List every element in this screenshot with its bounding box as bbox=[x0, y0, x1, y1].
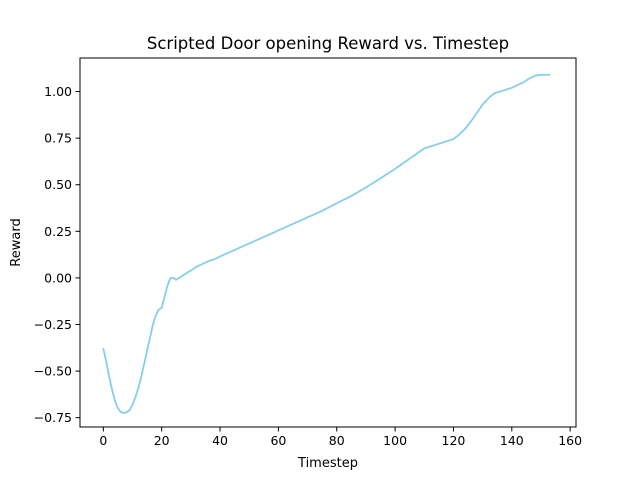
y-tick-label: 0.75 bbox=[44, 131, 72, 146]
x-tick-label: 160 bbox=[558, 433, 582, 448]
x-tick-label: 40 bbox=[212, 433, 228, 448]
y-tick-label: −0.25 bbox=[34, 317, 72, 332]
x-tick-label: 100 bbox=[383, 433, 407, 448]
x-tick-label: 0 bbox=[99, 433, 107, 448]
x-tick-label: 140 bbox=[500, 433, 524, 448]
x-tick-label: 20 bbox=[154, 433, 170, 448]
reward-series-line bbox=[102, 73, 551, 414]
y-tick-label: −0.75 bbox=[34, 410, 72, 425]
y-tick-label: 0.25 bbox=[44, 224, 72, 239]
x-axis-label: Timestep bbox=[297, 456, 358, 471]
y-axis-label: Reward bbox=[9, 218, 24, 266]
x-tick-label: 60 bbox=[270, 433, 286, 448]
y-tick-label: 0.00 bbox=[44, 270, 72, 285]
chart-title: Scripted Door opening Reward vs. Timeste… bbox=[147, 34, 509, 53]
plot-frame bbox=[79, 57, 577, 428]
x-tick-label: 80 bbox=[329, 433, 345, 448]
y-tick-label: 1.00 bbox=[44, 84, 72, 99]
series-layer bbox=[102, 73, 551, 414]
y-tick-label: 0.50 bbox=[44, 177, 72, 192]
axis-ticks: 0 20 40 60 80 100 120 140 160 −0.75 −0.50 −0.25 0.00… bbox=[34, 84, 582, 448]
x-tick-label: 120 bbox=[442, 433, 466, 448]
y-tick-label: −0.50 bbox=[34, 364, 72, 379]
